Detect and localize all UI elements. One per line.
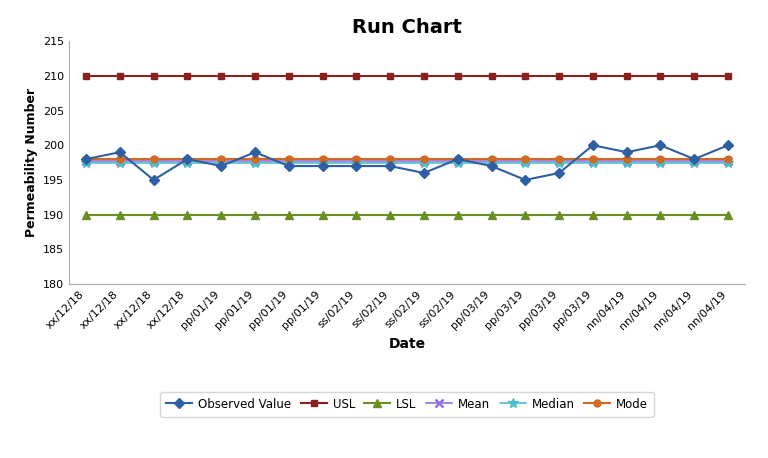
X-axis label: Date: Date	[389, 337, 425, 351]
Title: Run Chart: Run Chart	[352, 18, 462, 37]
Legend: Observed Value, USL, LSL, Mean, Median, Mode: Observed Value, USL, LSL, Mean, Median, …	[161, 392, 654, 417]
Y-axis label: Permeability Number: Permeability Number	[25, 88, 38, 237]
